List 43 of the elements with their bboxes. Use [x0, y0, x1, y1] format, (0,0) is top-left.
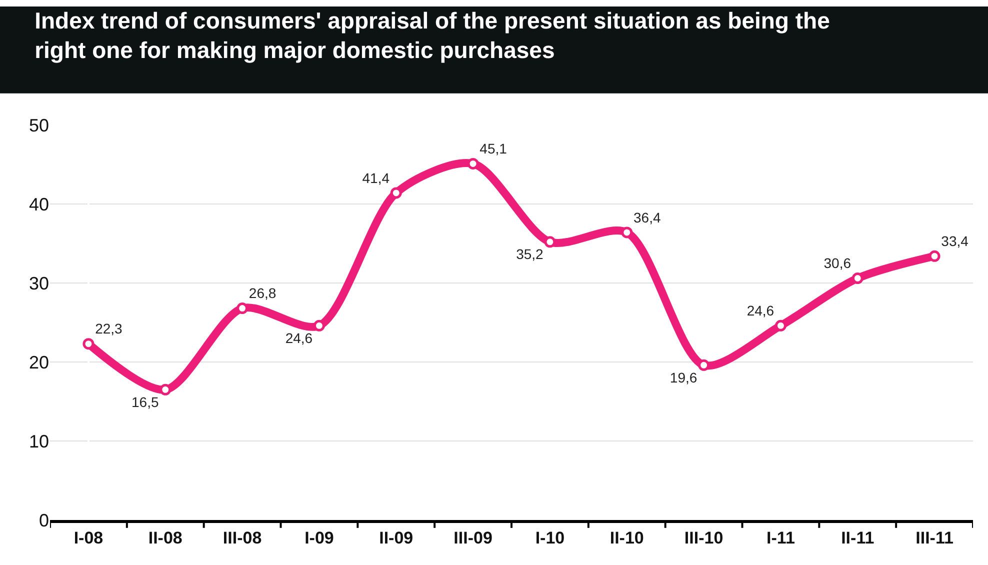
y-tick-label: 0	[38, 510, 49, 530]
chart-title: Index trend of consumers' appraisal of the present situation as being the right one for making major domestic purchases	[34, 7, 830, 64]
data-label: 19,6	[670, 369, 698, 386]
point	[160, 384, 172, 396]
x-tick-label: I-09	[304, 528, 334, 548]
data-label: 24,6	[746, 302, 774, 319]
point	[852, 272, 864, 284]
data-label: 22,3	[95, 320, 123, 337]
x-tick-label: III-10	[684, 528, 724, 548]
point	[467, 158, 479, 170]
data-label: 45,1	[480, 140, 508, 157]
point	[236, 302, 248, 314]
x-tick-label: III-11	[916, 528, 954, 548]
x-tick-label: II-08	[148, 528, 182, 548]
x-tick-label: I-10	[535, 528, 565, 548]
point	[774, 320, 786, 332]
x-tick-label: II-09	[379, 528, 414, 548]
point	[313, 320, 325, 332]
data-label: 35,2	[516, 246, 544, 262]
point	[82, 338, 94, 350]
point	[621, 226, 633, 238]
x-tick-label: II-10	[610, 528, 644, 548]
y-tick-label: 20	[28, 352, 49, 372]
y-tick-label: 30	[28, 273, 49, 294]
data-label: 33,4	[941, 233, 969, 250]
x-tick-label: III-08	[222, 528, 262, 548]
x-tick-label: I-08	[74, 528, 104, 548]
data-label: 16,5	[132, 394, 159, 410]
x-tick-label: I-11	[766, 528, 795, 548]
data-label: 26,8	[248, 285, 276, 302]
y-tick-label: 40	[28, 194, 49, 214]
point	[928, 250, 940, 262]
x-tick-label: III-09	[454, 528, 492, 548]
y-tick-label: 10	[28, 431, 49, 452]
data-label: 36,4	[634, 209, 661, 226]
data-label: 30,6	[824, 255, 852, 272]
x-tick-label: II-11	[841, 528, 874, 548]
data-label: 41,4	[362, 170, 390, 186]
data-label: 24,6	[285, 330, 313, 346]
point	[390, 187, 402, 199]
y-tick-label: 50	[28, 115, 49, 136]
point	[544, 236, 556, 248]
point	[698, 359, 710, 371]
